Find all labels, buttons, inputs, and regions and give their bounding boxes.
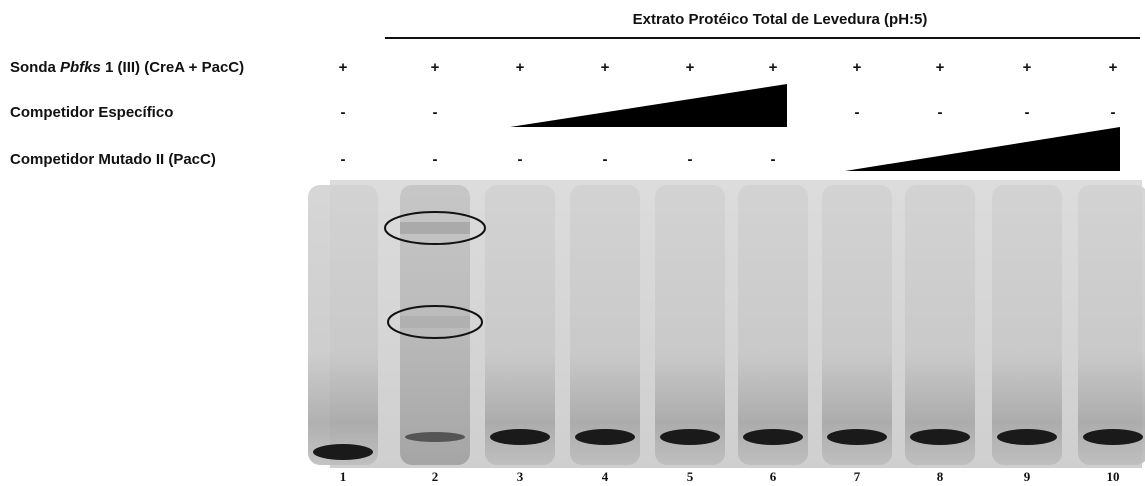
sign: - bbox=[518, 151, 523, 168]
free-probe-band bbox=[405, 432, 465, 442]
row-label-part: Pbfks bbox=[60, 59, 101, 76]
free-probe-band bbox=[575, 429, 635, 445]
header-title: Extrato Protéico Total de Levedura (pH:5… bbox=[633, 11, 928, 28]
free-probe-band bbox=[1083, 429, 1143, 445]
sign: + bbox=[1109, 59, 1118, 76]
sign: - bbox=[688, 151, 693, 168]
lane-number: 6 bbox=[770, 469, 777, 484]
free-probe-band bbox=[997, 429, 1057, 445]
sign: + bbox=[936, 59, 945, 76]
sign: - bbox=[433, 151, 438, 168]
lane-number: 2 bbox=[432, 469, 439, 484]
lane bbox=[485, 185, 555, 465]
free-probe-band bbox=[743, 429, 803, 445]
lane bbox=[822, 185, 892, 465]
lane bbox=[992, 185, 1062, 465]
lane bbox=[655, 185, 725, 465]
band-circle bbox=[387, 305, 483, 339]
free-probe-band bbox=[490, 429, 550, 445]
row-label-part: 1 (III) (CreA + PacC) bbox=[101, 59, 244, 76]
lane-number: 9 bbox=[1024, 469, 1031, 484]
row-label: Competidor Mutado II (PacC) bbox=[10, 151, 216, 168]
sign: - bbox=[341, 151, 346, 168]
lane-number: 10 bbox=[1107, 469, 1120, 484]
sign: - bbox=[1111, 104, 1116, 121]
sign: - bbox=[433, 104, 438, 121]
row-label-part: Competidor Específico bbox=[10, 104, 173, 121]
sign: - bbox=[938, 104, 943, 121]
sign: + bbox=[339, 59, 348, 76]
sign: + bbox=[686, 59, 695, 76]
lane bbox=[738, 185, 808, 465]
lane bbox=[1078, 185, 1145, 465]
lane-number: 4 bbox=[602, 469, 609, 484]
lane-number: 1 bbox=[340, 469, 347, 484]
sign: + bbox=[853, 59, 862, 76]
lane-number: 7 bbox=[854, 469, 861, 484]
shifted-band bbox=[400, 316, 470, 328]
lane-number: 8 bbox=[937, 469, 944, 484]
sign: + bbox=[601, 59, 610, 76]
row-label-part: Sonda bbox=[10, 59, 60, 76]
wedge bbox=[510, 84, 787, 127]
free-probe-band bbox=[660, 429, 720, 445]
row-label: Sonda Pbfks 1 (III) (CreA + PacC) bbox=[10, 59, 244, 76]
sign: - bbox=[855, 104, 860, 121]
sign: - bbox=[603, 151, 608, 168]
shifted-band bbox=[400, 222, 470, 234]
row-label-part: Competidor Mutado II (PacC) bbox=[10, 151, 216, 168]
sign: + bbox=[516, 59, 525, 76]
band-circle bbox=[384, 211, 486, 245]
sign: + bbox=[431, 59, 440, 76]
lane bbox=[905, 185, 975, 465]
free-probe-band bbox=[313, 444, 373, 460]
sign: - bbox=[1025, 104, 1030, 121]
sign: - bbox=[771, 151, 776, 168]
lane bbox=[308, 185, 378, 465]
free-probe-band bbox=[910, 429, 970, 445]
lane bbox=[570, 185, 640, 465]
free-probe-band bbox=[827, 429, 887, 445]
sign: + bbox=[1023, 59, 1032, 76]
sign: + bbox=[769, 59, 778, 76]
lanes bbox=[308, 185, 1145, 465]
sign: - bbox=[341, 104, 346, 121]
row-label: Competidor Específico bbox=[10, 104, 173, 121]
wedge bbox=[845, 127, 1120, 171]
lane-number: 3 bbox=[517, 469, 524, 484]
lane-number: 5 bbox=[687, 469, 694, 484]
